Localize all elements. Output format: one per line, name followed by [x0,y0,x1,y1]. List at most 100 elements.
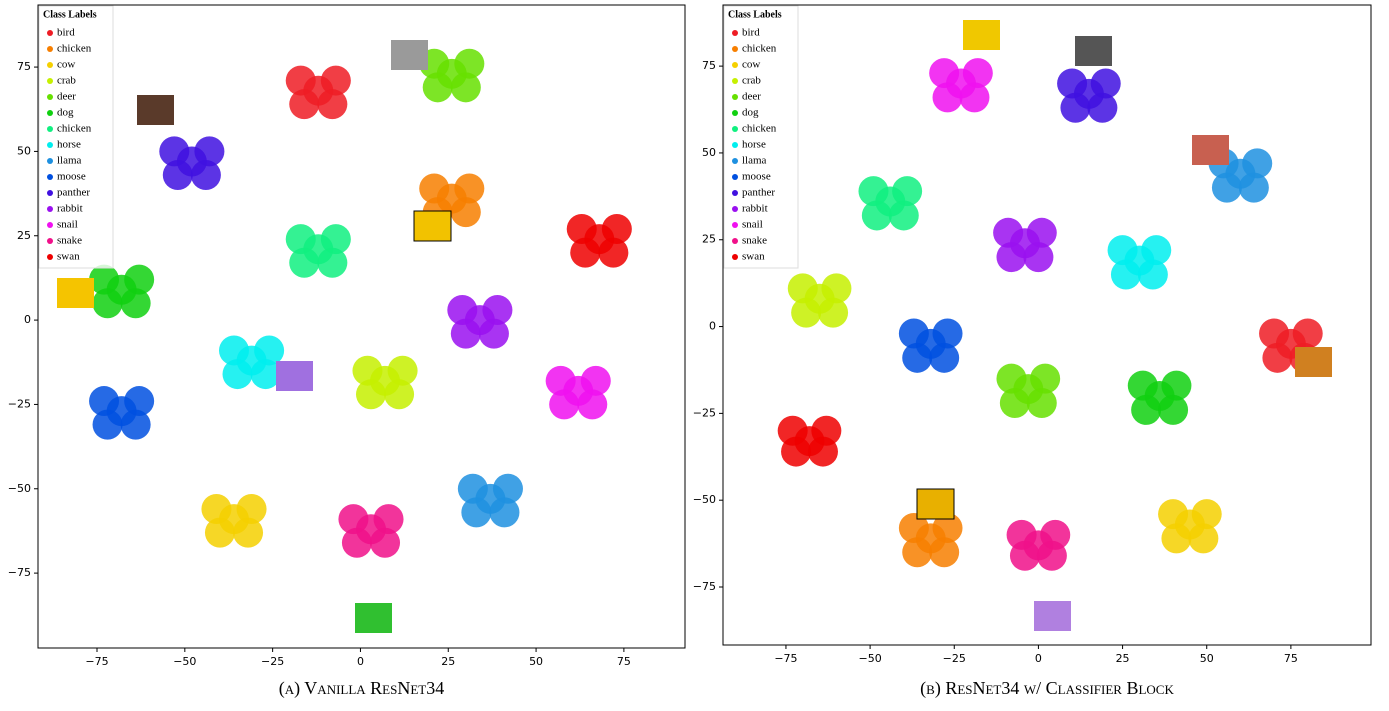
point [932,82,963,113]
legend-label: swan [742,251,765,263]
x-tick-label: 0 [357,655,364,668]
point [320,65,351,96]
legend-label: cow [742,59,760,71]
legend-marker [47,190,53,196]
point [120,288,151,319]
y-tick-label: 75 [702,59,716,72]
legend-label: horse [57,139,81,151]
y-tick-label: 25 [17,229,31,242]
point [1259,318,1290,349]
y-tick-label: −50 [8,482,31,495]
legend-label: cow [57,59,75,71]
point [454,173,485,204]
legend-marker [732,126,738,132]
point [1191,499,1222,530]
legend-label: llama [57,155,82,167]
point [807,436,838,467]
point [422,72,453,103]
point [781,436,812,467]
thumbnail [916,488,955,520]
point [1131,394,1162,425]
point [478,318,509,349]
legend-label: snail [57,219,78,231]
point [1087,92,1118,123]
x-tick-label: 25 [441,655,455,668]
point [1158,394,1189,425]
point [489,497,520,528]
legend-label: deer [742,91,761,103]
y-tick-label: 75 [17,60,31,73]
point [492,473,523,504]
y-tick-label: 0 [24,313,31,326]
point [1026,217,1057,248]
legend-label: snake [57,235,82,247]
point [996,363,1027,394]
point [341,527,372,558]
legend-label: moose [742,171,771,183]
legend-marker [732,78,738,84]
axes-frame [37,4,686,649]
legend-title: Class Labels [43,9,97,20]
y-tick-label: −75 [8,566,31,579]
x-tick-label: −25 [943,652,966,665]
point [218,335,249,366]
point [549,389,580,420]
y-tick-label: −25 [693,406,716,419]
point [222,359,253,390]
point [233,517,264,548]
y-tick-label: 50 [702,146,716,159]
legend-label: horse [742,139,766,151]
legend-label: deer [57,91,76,103]
legend-marker [47,158,53,164]
y-tick-label: 25 [702,233,716,246]
point [570,237,601,268]
point [450,197,481,228]
y-tick-label: −50 [693,493,716,506]
legend-label: llama [742,155,767,167]
point [1023,242,1054,273]
legend-marker [732,142,738,148]
x-tick-label: −50 [858,652,881,665]
point [201,494,232,525]
x-tick-label: 25 [1116,652,1130,665]
point [601,214,632,245]
point [566,214,597,245]
legend-marker [732,174,738,180]
point [450,318,481,349]
point [352,355,383,386]
legend-marker [732,94,738,100]
thumbnail [1192,135,1229,165]
point [285,65,316,96]
legend-label: chicken [742,43,777,55]
point [338,504,369,535]
point [92,409,123,440]
legend-label: moose [57,171,86,183]
point [482,294,513,325]
point [892,176,923,207]
point [1161,523,1192,554]
point [1060,92,1091,123]
point [317,247,348,278]
point [861,200,892,231]
point [89,386,120,417]
point [355,379,386,410]
point [384,379,415,410]
point [932,318,963,349]
legend-marker [47,254,53,260]
point [818,297,849,328]
legend-marker [47,238,53,244]
point [888,200,919,231]
legend-label: panther [57,187,90,199]
point [1030,363,1061,394]
point [1238,172,1269,203]
point [902,342,933,373]
point [898,512,929,543]
point [370,527,401,558]
thumbnail [1075,36,1112,66]
point [1211,172,1242,203]
thumbnail [57,278,94,308]
thumbnail [1295,347,1332,377]
legend-label: swan [57,251,80,263]
legend-label: rabbit [57,203,83,215]
